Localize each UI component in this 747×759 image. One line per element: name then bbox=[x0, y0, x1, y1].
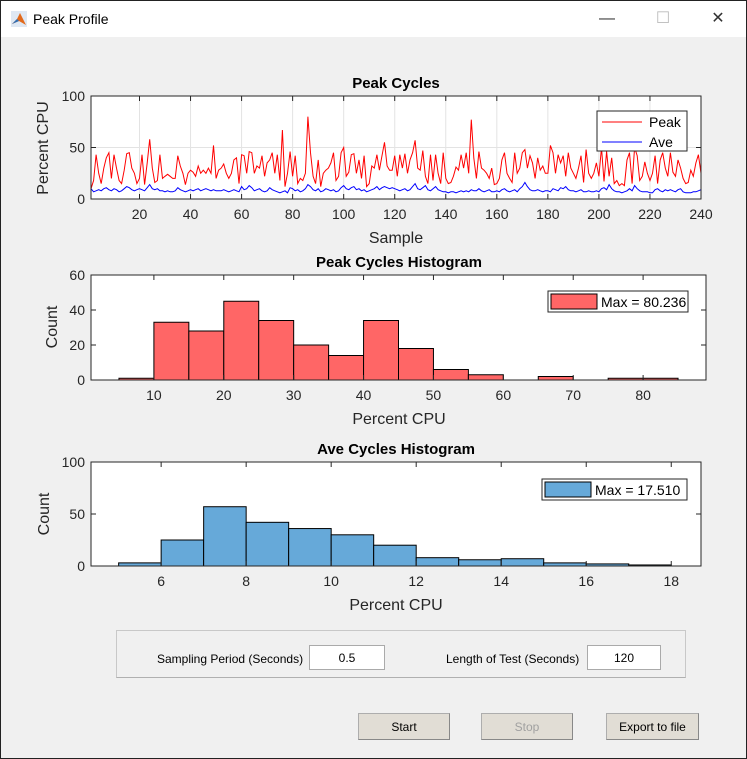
y-axis-label: Count bbox=[44, 305, 61, 348]
histogram-bar bbox=[363, 320, 400, 381]
sampling-period-input[interactable] bbox=[309, 645, 385, 670]
axes-frame bbox=[90, 274, 707, 381]
legend-label: Ave bbox=[649, 134, 673, 150]
histogram-bar bbox=[500, 558, 545, 567]
y-tick-label: 0 bbox=[77, 191, 85, 207]
x-tick-label: 220 bbox=[638, 206, 662, 222]
x-axis-label: Percent CPU bbox=[352, 411, 445, 428]
close-button[interactable]: ✕ bbox=[711, 10, 725, 27]
y-tick-label: 50 bbox=[69, 140, 85, 156]
histogram-bar bbox=[432, 369, 469, 381]
histogram-bar bbox=[467, 374, 504, 381]
x-tick-label: 70 bbox=[565, 387, 581, 403]
x-tick-label: 80 bbox=[285, 206, 301, 222]
x-tick-label: 160 bbox=[485, 206, 509, 222]
sampling-period-label: Sampling Period (Seconds) bbox=[157, 652, 304, 666]
peak-histogram-chart: Peak Cycles Histogram Percent CPU Count … bbox=[44, 254, 707, 428]
legend-swatch bbox=[544, 481, 592, 498]
x-tick-label: 16 bbox=[578, 573, 594, 589]
chart-title: Peak Cycles Histogram bbox=[316, 254, 482, 271]
histogram-bar bbox=[458, 559, 502, 567]
x-axis-label: Percent CPU bbox=[349, 597, 442, 614]
y-tick-label: 100 bbox=[62, 88, 86, 104]
chart-title: Peak Cycles bbox=[352, 75, 440, 92]
matlab-icon bbox=[11, 11, 27, 27]
x-tick-label: 240 bbox=[689, 206, 713, 222]
histogram-bar bbox=[203, 506, 247, 567]
start-button[interactable]: Start bbox=[358, 713, 450, 740]
minimize-button[interactable]: — bbox=[599, 10, 615, 27]
length-of-test-input[interactable] bbox=[587, 645, 661, 670]
x-tick-label: 8 bbox=[242, 573, 250, 589]
x-tick-label: 140 bbox=[434, 206, 458, 222]
x-tick-label: 120 bbox=[383, 206, 407, 222]
series-line-peak bbox=[90, 116, 702, 189]
x-tick-label: 14 bbox=[493, 573, 509, 589]
x-tick-label: 20 bbox=[216, 387, 232, 403]
y-tick-label: 100 bbox=[62, 454, 86, 470]
legend-swatch bbox=[550, 293, 598, 310]
stop-button[interactable]: Stop bbox=[481, 713, 573, 740]
histogram-bar bbox=[223, 300, 260, 381]
histogram-bar bbox=[288, 528, 332, 567]
histogram-bar bbox=[293, 344, 330, 381]
x-tick-label: 20 bbox=[132, 206, 148, 222]
x-tick-label: 6 bbox=[157, 573, 165, 589]
x-tick-label: 80 bbox=[635, 387, 651, 403]
y-axis-label: Count bbox=[36, 492, 53, 535]
x-tick-label: 10 bbox=[323, 573, 339, 589]
x-tick-label: 60 bbox=[496, 387, 512, 403]
window-title: Peak Profile bbox=[33, 11, 109, 27]
histogram-bar bbox=[328, 355, 365, 381]
series-line-ave bbox=[90, 181, 702, 194]
histogram-bar bbox=[330, 534, 375, 567]
y-tick-label: 0 bbox=[77, 372, 85, 388]
legend-label: Peak bbox=[649, 114, 682, 130]
histogram-bar bbox=[398, 348, 434, 381]
y-tick-label: 40 bbox=[69, 302, 85, 318]
legend-label: Max = 80.236 bbox=[601, 294, 686, 310]
histogram-bar bbox=[160, 539, 205, 567]
x-tick-label: 50 bbox=[426, 387, 442, 403]
histogram-bar bbox=[188, 330, 225, 381]
x-tick-label: 60 bbox=[234, 206, 250, 222]
y-tick-label: 50 bbox=[69, 506, 85, 522]
x-tick-label: 10 bbox=[146, 387, 162, 403]
x-tick-label: 40 bbox=[356, 387, 372, 403]
x-axis-label: Sample bbox=[369, 230, 423, 247]
histogram-bar bbox=[373, 544, 417, 567]
legend-label: Max = 17.510 bbox=[595, 482, 680, 498]
legend-box bbox=[596, 110, 688, 152]
y-axis-label: Percent CPU bbox=[35, 101, 52, 194]
settings-panel: Sampling Period (Seconds) Length of Test… bbox=[116, 630, 686, 678]
title-bar: Peak Profile — ☐ ✕ bbox=[1, 1, 746, 37]
histogram-bar bbox=[153, 321, 190, 381]
y-tick-label: 20 bbox=[69, 337, 85, 353]
x-tick-label: 100 bbox=[332, 206, 356, 222]
ave-histogram-chart: Ave Cycles Histogram Percent CPU Count 6… bbox=[36, 441, 702, 614]
y-tick-label: 0 bbox=[77, 558, 85, 574]
x-tick-label: 18 bbox=[663, 573, 679, 589]
chart-title: Ave Cycles Histogram bbox=[317, 441, 475, 458]
x-tick-label: 180 bbox=[536, 206, 560, 222]
histogram-bar bbox=[537, 376, 574, 381]
x-tick-label: 30 bbox=[286, 387, 302, 403]
x-tick-label: 40 bbox=[183, 206, 199, 222]
x-tick-label: 12 bbox=[408, 573, 424, 589]
histogram-bar bbox=[415, 557, 460, 567]
y-tick-label: 60 bbox=[69, 267, 85, 283]
maximize-button[interactable]: ☐ bbox=[655, 10, 671, 27]
histogram-bar bbox=[258, 320, 295, 381]
peak-cycles-chart: Peak Cycles Sample Percent CPU 20 40 60 80 1… bbox=[35, 75, 713, 247]
histogram-bar bbox=[245, 521, 290, 567]
length-of-test-label: Length of Test (Seconds) bbox=[446, 652, 580, 666]
x-tick-label: 200 bbox=[587, 206, 611, 222]
charts-canvas: Peak Cycles Sample Percent CPU 20 40 60 80 1… bbox=[35, 75, 713, 614]
export-to-file-button[interactable]: Export to file bbox=[606, 713, 699, 740]
